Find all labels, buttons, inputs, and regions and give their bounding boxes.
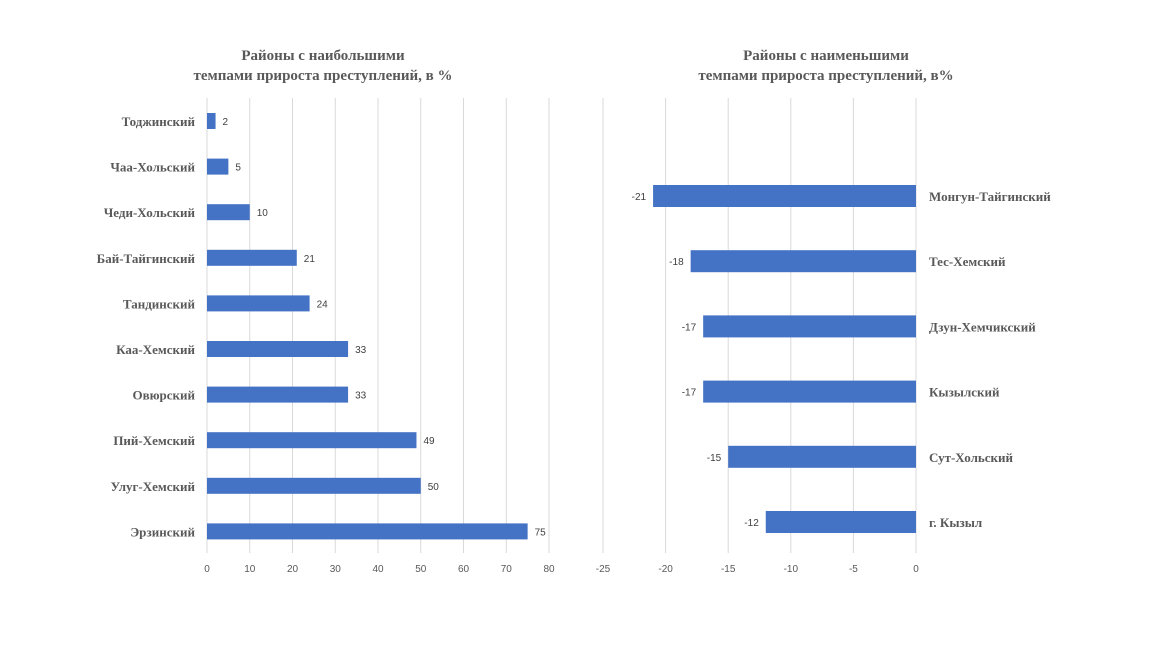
right-x-tick-label: 0 (913, 564, 919, 575)
left-x-tick-label: 80 (543, 564, 555, 575)
right-data-label: -17 (682, 322, 697, 333)
right-x-tick-label: -25 (596, 564, 611, 575)
right-bar (653, 185, 916, 207)
right-bar (703, 380, 916, 403)
left-x-tick-label: 50 (415, 564, 427, 575)
left-category-label: Пий-Хемский (113, 433, 195, 448)
left-bar (207, 432, 417, 449)
left-category-label: Тоджинский (122, 114, 196, 129)
right-x-tick-label: -5 (849, 564, 858, 575)
left-category-label: Каа-Хемский (116, 342, 195, 357)
right-category-label: Монгун-Тайгинский (929, 189, 1051, 204)
left-bar (207, 204, 250, 221)
right-x-tick-label: -15 (721, 564, 736, 575)
left-x-tick-label: 10 (244, 564, 256, 575)
left-data-label: 24 (317, 299, 329, 310)
right-x-tick-label: -20 (658, 564, 673, 575)
left-x-tick-label: 40 (372, 564, 384, 575)
right-bar (765, 511, 916, 533)
left-data-label: 10 (257, 208, 269, 219)
right-data-label: -18 (669, 257, 684, 268)
chart-left: Районы с наибольшими темпами прироста пр… (97, 48, 555, 575)
left-data-label: 33 (355, 345, 367, 356)
left-data-label: 49 (423, 436, 435, 447)
chart-right-title-line-2: темпами прироста преступлений, в% (698, 68, 953, 84)
left-x-tick-label: 0 (204, 564, 210, 575)
chart-right-title-line-1: Районы с наименьшими (743, 48, 909, 64)
right-x-tick-label: -10 (784, 564, 799, 575)
chart-left-title-line-2: темпами прироста преступлений, в % (193, 68, 452, 84)
right-category-label: Дзун-Хемчикский (929, 319, 1036, 334)
left-bar (207, 113, 216, 129)
left-data-label: 50 (428, 482, 440, 493)
left-category-label: Овюрский (132, 388, 195, 403)
right-category-label: Тес-Хемский (929, 254, 1006, 269)
right-category-label: Кызылский (929, 385, 1000, 400)
chart-left-title-line-1: Районы с наибольшими (241, 48, 405, 64)
left-bar (207, 341, 349, 357)
right-bar (728, 445, 916, 468)
left-category-label: Улуг-Хемский (111, 479, 196, 494)
left-bar (207, 249, 297, 266)
left-x-tick-label: 20 (287, 564, 299, 575)
left-data-label: 2 (223, 117, 229, 128)
left-category-label: Бай-Тайгинский (97, 251, 196, 266)
right-category-label: г. Кызыл (929, 515, 982, 530)
right-category-label: Сут-Хольский (929, 450, 1014, 465)
left-category-label: Чеди-Хольский (104, 205, 196, 220)
left-bar (207, 158, 229, 175)
left-category-label: Эрзинский (130, 524, 195, 539)
right-bar (690, 250, 916, 273)
left-bar (207, 523, 528, 540)
left-bar (207, 295, 310, 312)
left-data-label: 33 (355, 391, 367, 402)
right-data-label: -12 (744, 518, 759, 529)
chart-right: Районы с наименьшими темпами прироста пр… (596, 48, 1052, 575)
left-data-label: 21 (304, 254, 316, 265)
right-data-label: -15 (707, 453, 722, 464)
left-x-tick-label: 70 (501, 564, 513, 575)
left-bar (207, 386, 349, 403)
left-bar (207, 477, 421, 494)
left-data-label: 5 (235, 163, 241, 174)
left-data-label: 75 (535, 527, 547, 538)
left-x-tick-label: 30 (330, 564, 342, 575)
left-category-label: Чаа-Хольский (110, 160, 195, 175)
right-data-label: -21 (632, 192, 647, 203)
left-category-label: Тандинский (123, 296, 196, 311)
right-bar (703, 315, 916, 338)
left-x-tick-label: 60 (458, 564, 470, 575)
right-data-label: -17 (682, 388, 697, 399)
